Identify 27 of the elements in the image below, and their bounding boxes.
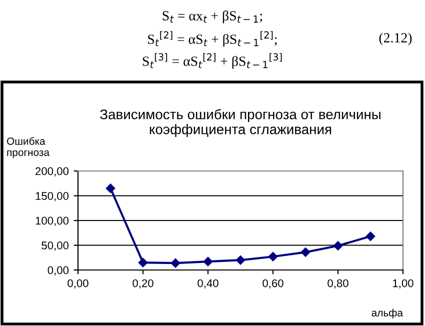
text: S$_{t}$$^{[3]}$ = αS$_{t}$$^{[2]}$ + βS$_{t−1}$$^{[3]}$ — [142, 53, 282, 69]
point — [138, 258, 148, 268]
x-tick-label: 0,40 — [198, 279, 218, 288]
x-tick-label: 0,20 — [132, 279, 154, 288]
text: S$_{t}$$^{[2]}$ = αS$_{t}$ + βS$_{t−1}$$^{[2]}$; — [148, 31, 277, 47]
point — [333, 241, 343, 250]
point — [366, 232, 376, 241]
chart-title: Зависимость ошибки прогноза от величины коэффициента сглаживания — [100, 108, 380, 138]
text: S$_{t}$ = αx$_{t}$ + βS$_{t−1}$; — [162, 10, 262, 24]
y-tick-label: 200,00 — [36, 167, 69, 176]
point — [203, 256, 213, 266]
text: (2.12) — [379, 32, 412, 46]
x-tick-label: 0,80 — [328, 279, 348, 288]
x-tick-label: 1,00 — [393, 279, 414, 288]
x-tick-label: 0,00 — [68, 279, 88, 288]
y-tick-label: 150,00 — [36, 192, 69, 202]
point — [268, 252, 278, 262]
x-axis-title: альфа — [372, 308, 403, 319]
y-tick-label: 100,00 — [36, 216, 69, 226]
y-tick-label: 50,00 — [42, 242, 69, 251]
y-tick-label: 0,00 — [48, 266, 69, 276]
point — [170, 258, 180, 268]
y-axis-title: Ошибка прогноза — [6, 137, 50, 158]
point — [106, 184, 116, 193]
point — [236, 255, 246, 265]
point — [300, 248, 310, 257]
x-tick-label: 0,60 — [262, 279, 284, 288]
